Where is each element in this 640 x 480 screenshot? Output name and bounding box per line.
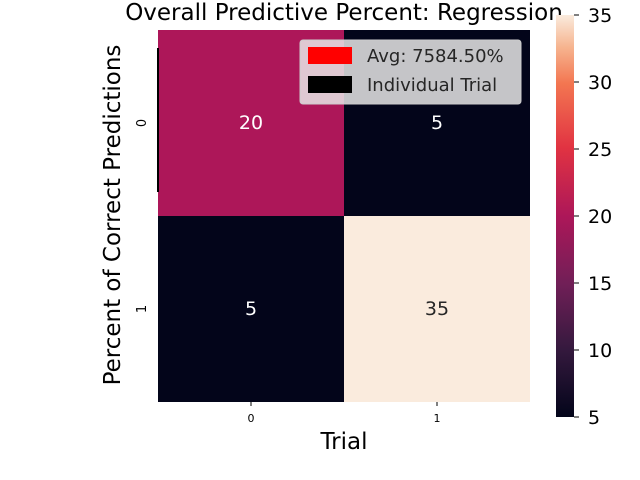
- y-tick-labels: 01: [135, 119, 150, 313]
- legend-entry-label: Individual Trial: [367, 75, 497, 96]
- cell-value-label: 5: [245, 298, 257, 320]
- legend: Avg: 7584.50% Individual Trial: [299, 39, 522, 105]
- cell-value-label: 35: [425, 298, 449, 320]
- colorbar-tick-label: 15: [588, 273, 612, 295]
- legend-swatch: [308, 76, 352, 93]
- legend-box: [299, 39, 522, 105]
- colorbar-gradient: [556, 15, 574, 417]
- x-tick-label: 1: [434, 412, 441, 425]
- chart-title: Overall Predictive Percent: Regression: [125, 0, 563, 26]
- colorbar: 5 10 15 20 25 30 35: [556, 5, 612, 429]
- y-tick-label: 0: [135, 119, 150, 127]
- colorbar-tick-label: 10: [588, 340, 612, 362]
- legend-entry-label: Avg: 7584.50%: [367, 46, 504, 67]
- x-axis-label: Trial: [320, 429, 368, 455]
- colorbar-ticks: 5 10 15 20 25 30 35: [574, 5, 612, 429]
- colorbar-tick-label: 5: [588, 407, 600, 429]
- cell-value-label: 20: [239, 112, 263, 134]
- heatmap-cell: [344, 216, 530, 402]
- cell-value-label: 5: [431, 112, 443, 134]
- colorbar-tick-label: 25: [588, 139, 612, 161]
- y-tick-label: 1: [135, 305, 150, 313]
- y-axis-label: Percent of Correct Predictions: [100, 45, 126, 386]
- colorbar-tick-label: 35: [588, 5, 612, 27]
- x-tick-label: 0: [248, 412, 255, 425]
- legend-swatch: [308, 47, 352, 64]
- colorbar-tick-label: 20: [588, 206, 612, 228]
- cell-value-labels: 20 5 5 35: [239, 112, 449, 320]
- heatmap-cell: [158, 216, 344, 402]
- colorbar-tick-label: 30: [588, 72, 612, 94]
